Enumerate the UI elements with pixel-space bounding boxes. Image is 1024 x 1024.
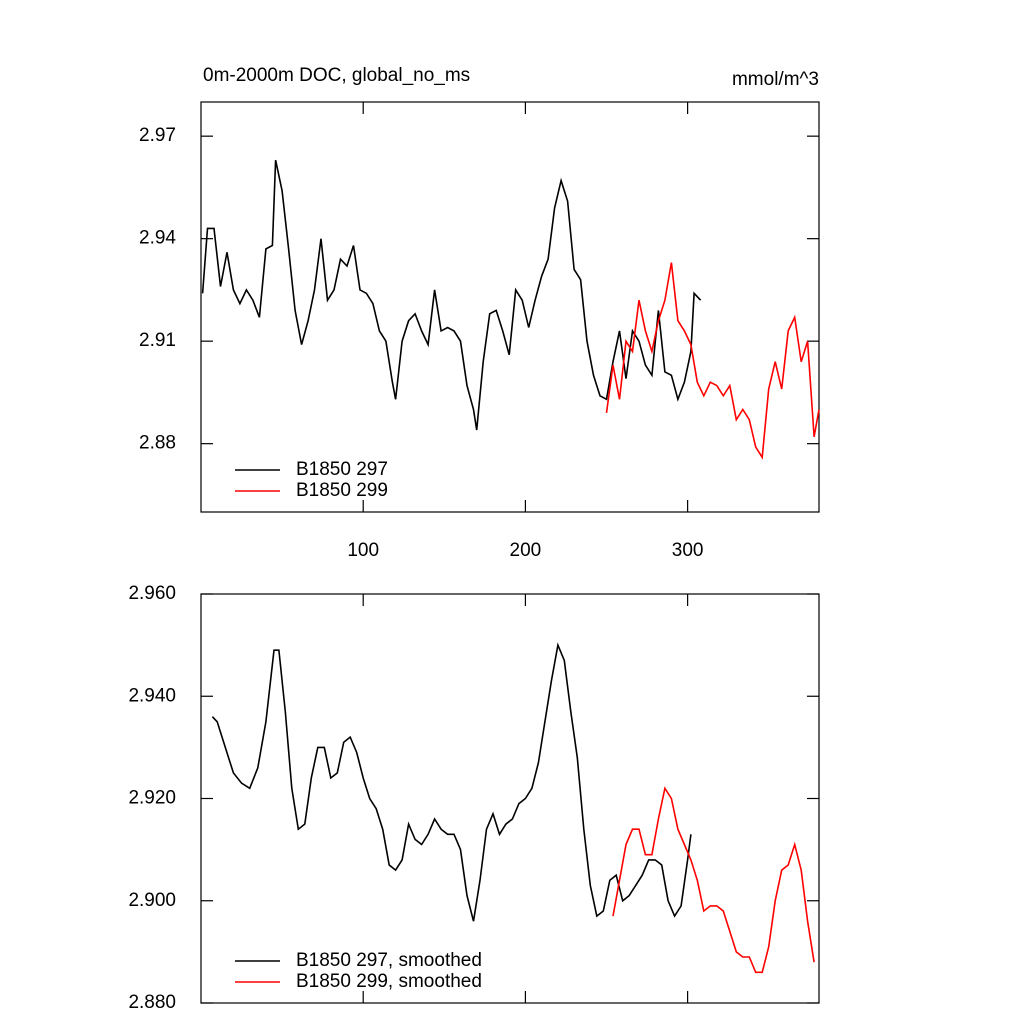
y-tick-label: 2.920	[128, 788, 176, 809]
y-tick-label: 2.880	[128, 992, 176, 1013]
legend-label: B1850 299	[296, 480, 388, 501]
legend-label: B1850 297	[296, 459, 388, 480]
y-tick-label: 2.960	[128, 583, 176, 604]
data-line	[211, 642, 692, 922]
y-tick-label: 2.94	[139, 228, 176, 249]
chart-title: 0m-2000m DOC, global_no_ms	[203, 65, 470, 86]
data-line	[605, 262, 820, 460]
x-tick-label: 300	[672, 540, 704, 561]
y-tick-label: 2.91	[139, 330, 176, 351]
legend-label: B1850 297, smoothed	[296, 950, 482, 971]
x-tick-label: 200	[510, 540, 542, 561]
data-line	[612, 786, 815, 974]
y-tick-label: 2.88	[139, 433, 176, 454]
y-tick-label: 2.900	[128, 890, 176, 911]
x-tick-label: 100	[347, 540, 379, 561]
y-tick-label: 2.97	[139, 125, 176, 146]
plot-frame	[200, 101, 820, 513]
data-line	[201, 159, 702, 431]
legend-label: B1850 299, smoothed	[296, 971, 482, 992]
y-tick-label: 2.940	[128, 685, 176, 706]
units-label: mmol/m^3	[732, 69, 819, 90]
